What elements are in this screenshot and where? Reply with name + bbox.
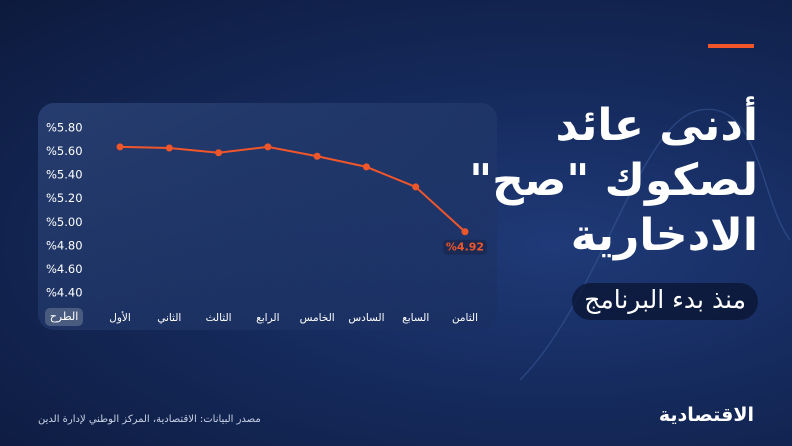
y-tick-label: %5.20 [46,191,83,205]
subtitle: منذ بدء البرنامج [572,283,758,320]
point [412,183,420,191]
point [264,143,272,151]
point [461,228,469,236]
y-tick-label: %4.80 [46,238,83,252]
title-line: الادخارية [570,210,758,261]
x-axis-title: الطرح [50,310,79,323]
x-tick-label: الرابع [256,312,279,324]
accent-bar [708,44,754,48]
point [313,152,321,160]
y-tick-label: %5.80 [46,121,83,135]
point [215,149,223,157]
x-tick-label: الخامس [300,312,335,324]
y-tick-label: %4.40 [46,286,83,300]
source: مصدر البيانات: الاقتصادية، المركز الوطني… [38,414,261,425]
x-label-bg [45,308,83,326]
y-tick-label: %5.40 [46,168,83,182]
value-label-bg [443,239,487,255]
title-line: أدنى عائد [555,100,758,151]
line [119,145,466,233]
point [362,163,370,171]
point [165,144,173,152]
y-tick-label: %5.00 [46,215,83,229]
x-tick-label: الثاني [157,312,181,324]
logo: الاقتصادية [658,404,754,426]
y-tick-label: %4.60 [46,262,83,276]
x-tick-label: الأول [109,311,131,324]
x-tick-label: الثامن [452,312,478,324]
point [116,143,124,151]
title-line: لصكوك "صح" [469,155,758,206]
y-tick-label: %5.60 [46,144,83,158]
x-tick-label: الثالث [206,312,232,324]
chart-panel [38,103,497,330]
value-label: %4.92 [446,241,484,254]
x-tick-label: السابع [402,312,429,324]
x-tick-label: السادس [348,312,384,324]
